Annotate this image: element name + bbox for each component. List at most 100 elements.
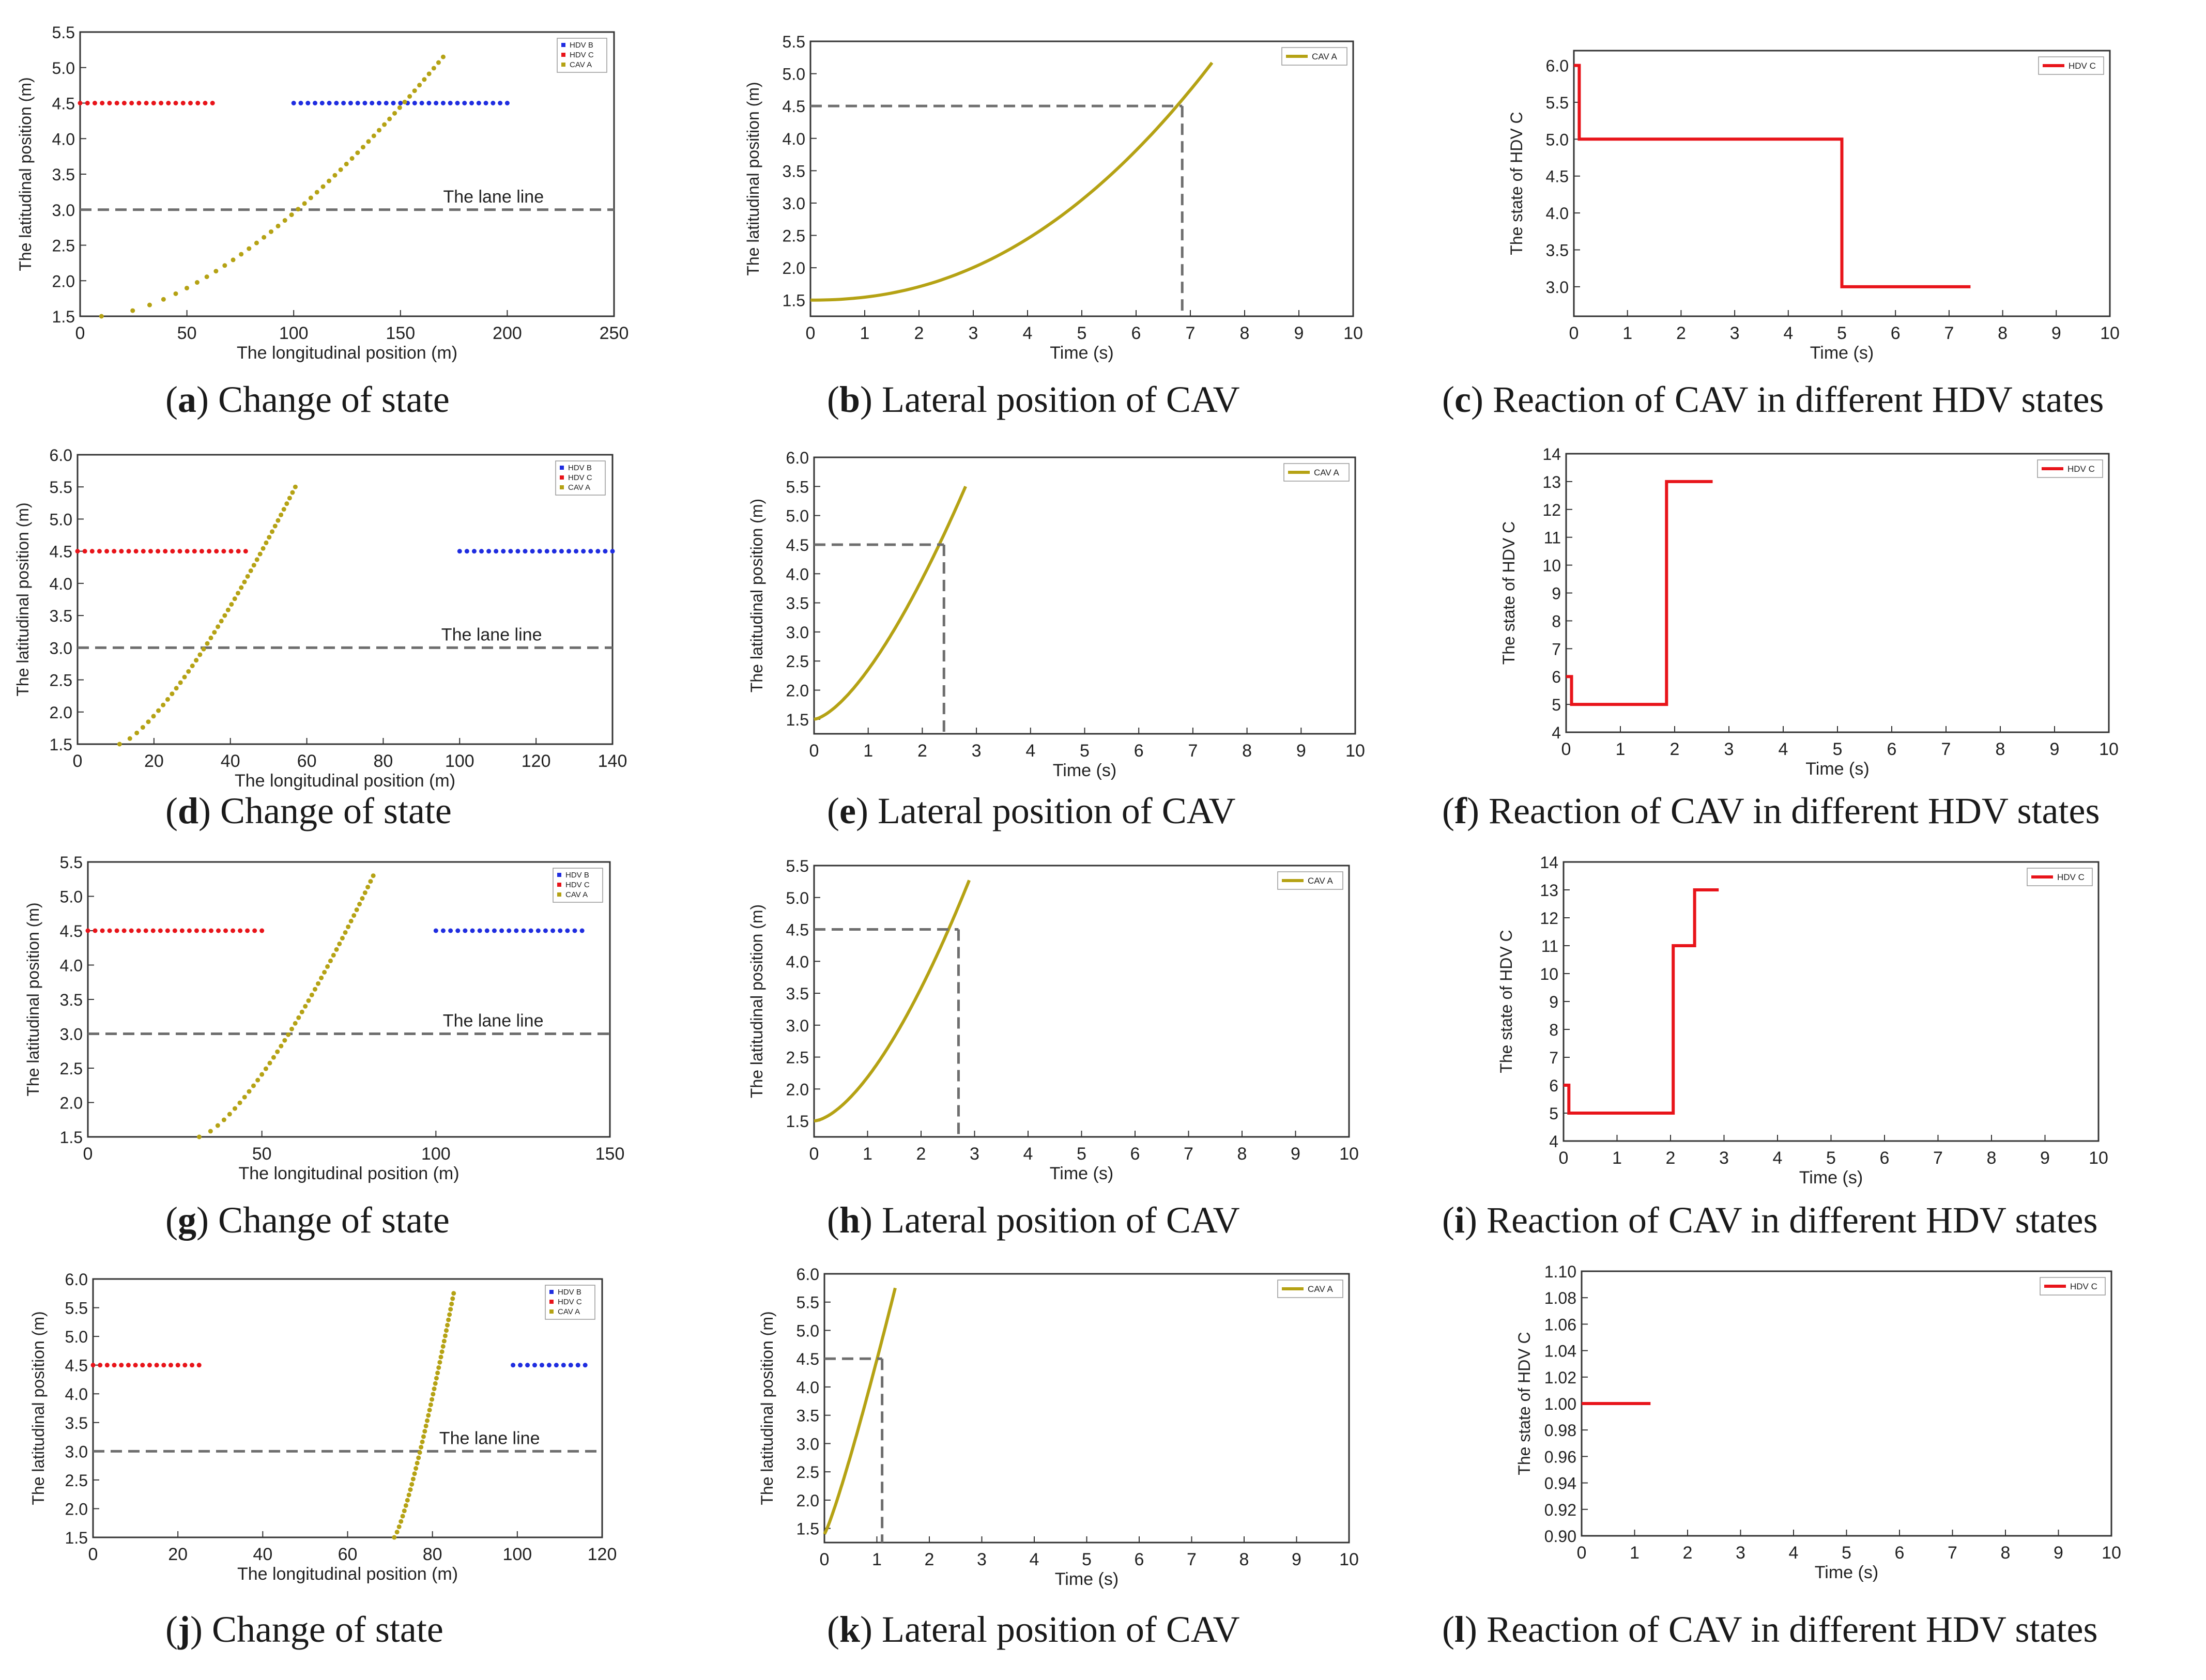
y-axis-label: The state of HDV C	[1499, 521, 1518, 665]
x-tick-label: 5	[1082, 1550, 1092, 1569]
cav-a-point	[216, 624, 221, 629]
legend: HDV C	[2037, 459, 2103, 478]
hdv-c-point	[97, 549, 102, 554]
cav-a-point	[422, 77, 427, 82]
y-tick-label: 6	[1552, 668, 1561, 686]
cav-a-point	[403, 1503, 408, 1508]
x-tick-label: 4	[1023, 323, 1033, 343]
cav-a-point	[275, 1049, 280, 1054]
y-tick-label: 5.5	[786, 477, 809, 496]
cav-a-point	[409, 1482, 415, 1487]
cav-a-point	[436, 1365, 441, 1370]
x-tick-label: 3	[970, 1144, 979, 1164]
x-tick-label: 9	[1296, 741, 1306, 761]
x-tick-label: 1	[863, 741, 873, 761]
y-tick-label: 6.0	[786, 449, 809, 467]
y-tick-label: 1.5	[65, 1529, 88, 1547]
hdv-c-point	[163, 549, 168, 554]
cav-a-point	[270, 529, 275, 534]
cav-a-point	[427, 1408, 432, 1413]
x-tick-label: 50	[177, 323, 197, 343]
cav-a-point	[368, 879, 373, 884]
cav-a-point	[415, 1460, 420, 1466]
hdv-b-point	[514, 928, 519, 933]
hdv-b-point	[327, 101, 332, 105]
hdv-c-point	[78, 101, 83, 105]
plot-frame	[813, 865, 1350, 1138]
cav-a-point	[338, 167, 343, 172]
legend-marker	[561, 63, 565, 67]
cav-a-point	[146, 719, 151, 725]
chart-d: 0 20 40 60 80 100 120 140 1.5 2.0 2.5 3.0 3.5 4.0 4.5 5…	[13, 446, 627, 791]
y-axis-label: The state of HDV C	[1507, 112, 1526, 255]
x-tick-label: 8	[1998, 323, 2008, 343]
x-tick-label: 7	[1184, 1144, 1193, 1164]
hdv-c-state-line	[1564, 888, 1719, 1115]
hdv-c-point	[177, 549, 182, 554]
hdv-c-point	[221, 549, 226, 554]
hdv-c-point	[161, 1363, 166, 1368]
hdv-c-point	[136, 928, 141, 933]
cav-a-point	[434, 1376, 439, 1381]
hdv-c-point	[170, 549, 175, 554]
x-tick-label: 2	[925, 1550, 935, 1569]
y-tick-label: 5.0	[52, 59, 75, 78]
cav-a-point	[161, 297, 166, 302]
y-tick-label: 5	[1549, 1104, 1558, 1123]
hdv-c-point	[214, 549, 219, 554]
hdv-b-point	[561, 1363, 566, 1368]
hdv-c-point	[185, 549, 190, 554]
cav-a-point	[127, 736, 132, 741]
lane-line-label: The lane line	[439, 1428, 540, 1448]
hdv-b-point	[603, 549, 608, 554]
cav-a-point	[397, 105, 402, 110]
hdv-c-point	[228, 549, 234, 554]
chart-a: 0 50 100 150 200 250 1.5 2.0 2.5 3.0 3.5 4.0 4.5 5.0 5…	[16, 23, 629, 363]
hdv-c-point	[93, 928, 98, 933]
caption-g: (g) Change of state	[165, 1199, 450, 1241]
cav-a-point	[344, 161, 349, 166]
hdv-c-point	[98, 1363, 103, 1368]
y-tick-label: 5.0	[1546, 130, 1569, 149]
y-tick-label: 1.5	[786, 1112, 809, 1131]
x-tick-label: 50	[252, 1144, 272, 1164]
hdv-b-point	[508, 549, 513, 554]
x-tick-label: 0	[1561, 739, 1571, 759]
hdv-b-point	[486, 549, 492, 554]
x-tick-label: 10	[2100, 323, 2120, 343]
x-axis-label: The longitudinal position (m)	[235, 771, 455, 791]
hdv-b-point	[515, 549, 520, 554]
plot-frame	[76, 454, 614, 745]
hdv-b-point	[398, 101, 403, 105]
x-tick-label: 80	[423, 1545, 442, 1564]
cav-a-point	[432, 1386, 437, 1392]
x-tick-label: 100	[421, 1144, 451, 1164]
legend-marker	[557, 883, 561, 887]
y-tick-label: 4.0	[786, 952, 809, 971]
cav-a-point	[186, 669, 191, 674]
cav-a-point	[357, 902, 362, 907]
hdv-c-point	[238, 928, 243, 933]
chart-g: 0 50 100 150 1.5 2.0 2.5 3.0 3.5 4.0 4.5 5.0 5.5 The …	[24, 853, 624, 1183]
cav-a-point	[440, 1344, 446, 1349]
cav-a-point	[337, 941, 342, 946]
plot-frame	[1565, 453, 2110, 733]
cav-a-point	[251, 1083, 256, 1088]
hdv-c-point	[82, 549, 87, 554]
y-axis-label: The latitudinal position (m)	[747, 904, 766, 1098]
lane-line-label: The lane line	[441, 625, 542, 644]
legend-entry: HDV C	[568, 473, 592, 482]
x-tick-label: 0	[88, 1545, 98, 1564]
hdv-b-point	[595, 549, 601, 554]
y-tick-label: 2.0	[783, 259, 805, 278]
y-tick-label: 4.0	[50, 575, 72, 593]
hdv-b-point	[537, 549, 542, 554]
x-axis-label: The longitudinal position (m)	[237, 343, 457, 363]
legend-marker	[557, 892, 561, 897]
x-tick-label: 3	[977, 1550, 987, 1569]
y-tick-label: 2.5	[783, 227, 805, 245]
hdv-b-point	[464, 549, 469, 554]
y-tick-label: 3.0	[1546, 278, 1569, 297]
